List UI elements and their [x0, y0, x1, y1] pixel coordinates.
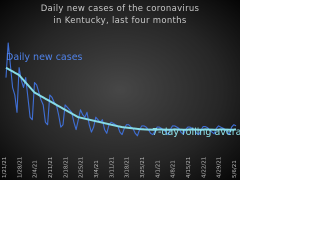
chart-title: Daily new cases of the coronavirus — [41, 4, 200, 14]
x-tick-label: 2/4/21 — [33, 160, 39, 178]
x-tick-label: 5/6/21 — [232, 160, 238, 178]
chart: Daily new cases of the coronavirus in Ke… — [0, 0, 240, 180]
x-tick-label: 4/22/21 — [201, 157, 207, 178]
x-tick-label: 4/29/21 — [217, 157, 223, 178]
x-tick-label: 4/15/21 — [186, 157, 192, 178]
series-line — [5, 42, 237, 137]
x-tick-label: 4/8/21 — [171, 160, 177, 178]
x-tick-label: 2/11/21 — [48, 157, 54, 178]
x-tick-label: 1/28/21 — [17, 157, 23, 178]
x-tick-label: 3/18/21 — [125, 157, 131, 178]
x-tick-label: 2/18/21 — [63, 157, 69, 178]
series-label: 7-day rolling average — [152, 127, 240, 138]
series-label: Daily new cases — [6, 52, 83, 63]
x-tick-label: 3/11/21 — [109, 157, 115, 178]
x-tick-label: 3/25/21 — [140, 157, 146, 178]
x-tick-label: 1/21/21 — [2, 157, 8, 178]
series-line — [5, 66, 237, 131]
chart-title: in Kentucky, last four months — [53, 16, 186, 26]
x-tick-label: 3/4/21 — [94, 160, 100, 178]
x-tick-label: 4/1/21 — [155, 160, 161, 178]
x-tick-label: 2/25/21 — [79, 157, 85, 178]
